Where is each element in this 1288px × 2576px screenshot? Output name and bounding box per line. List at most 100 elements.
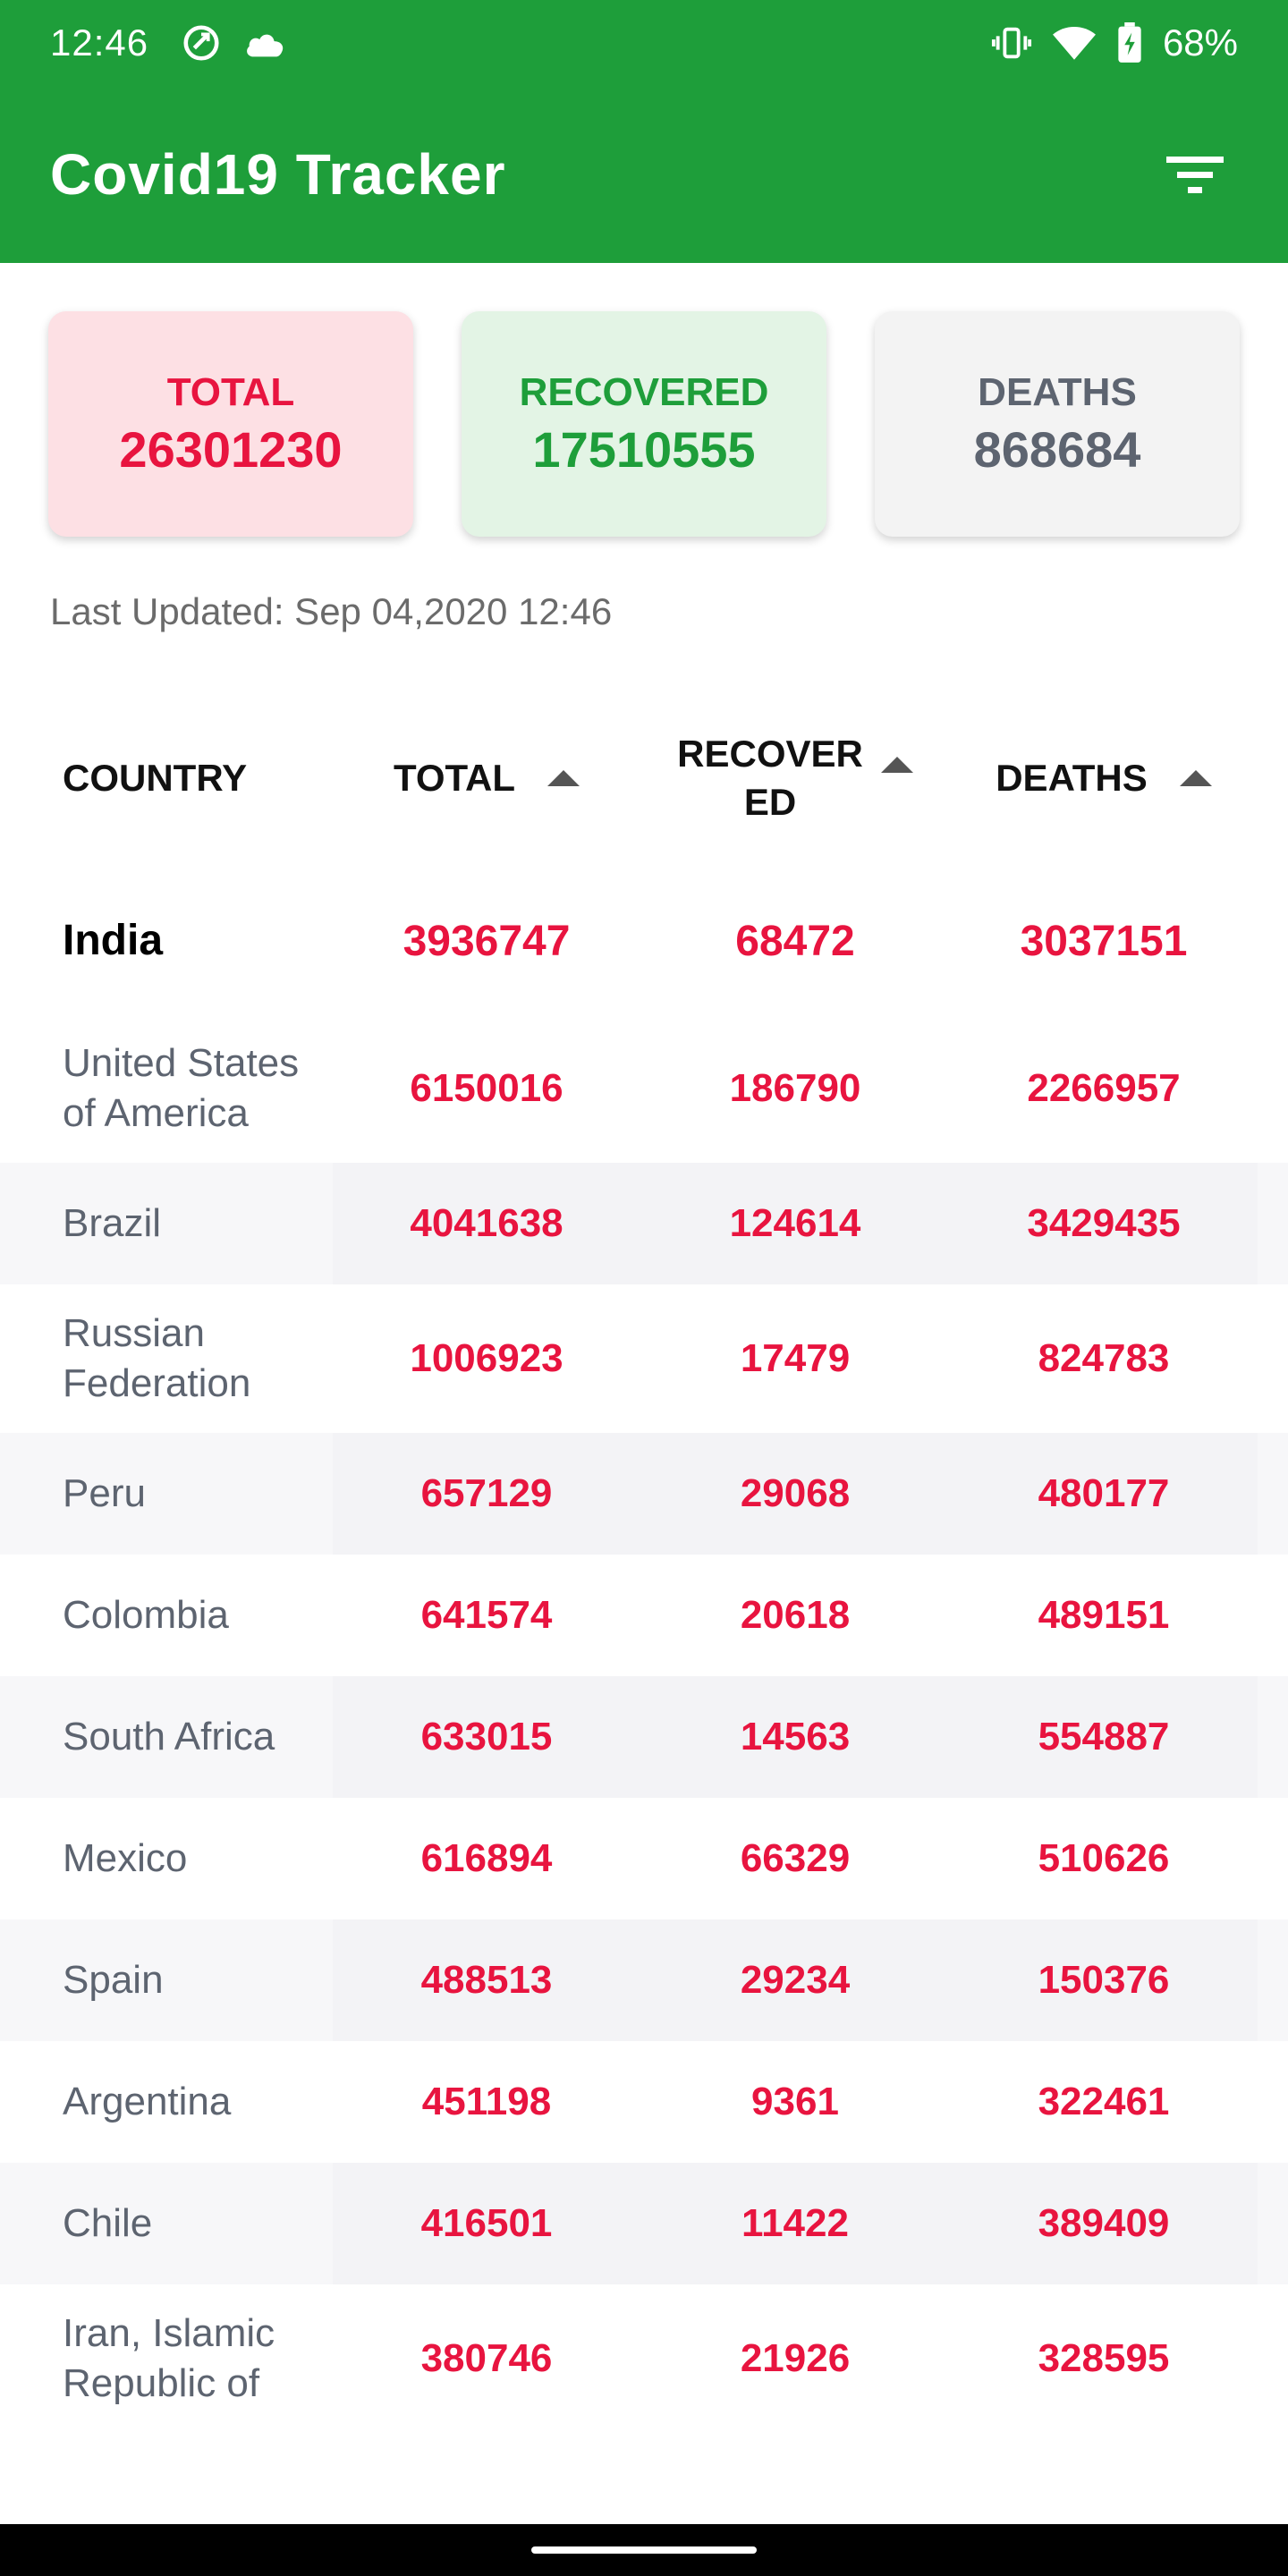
header-recovered[interactable]: RECOVER ED bbox=[640, 689, 950, 868]
deaths-card[interactable]: DEATHS 868684 bbox=[875, 311, 1240, 537]
table-row[interactable]: Peru 657129 29068 480177 bbox=[0, 1433, 1288, 1555]
total-card[interactable]: TOTAL 26301230 bbox=[48, 311, 413, 537]
table-row[interactable]: Spain 488513 29234 150376 bbox=[0, 1919, 1288, 2041]
table-row[interactable]: South Africa 633015 14563 554887 bbox=[0, 1676, 1288, 1798]
deaths-cell: 3037151 bbox=[1020, 917, 1188, 965]
recovered-card-value: 17510555 bbox=[532, 420, 756, 478]
status-time: 12:46 bbox=[50, 21, 149, 64]
filter-button[interactable] bbox=[1152, 131, 1238, 217]
system-nav-bar bbox=[0, 2524, 1288, 2576]
recovered-cell: 68472 bbox=[735, 917, 855, 965]
table-row[interactable]: Russian Federation 1006923 17479 824783 bbox=[0, 1284, 1288, 1433]
table-row[interactable]: Iran, Islamic Republic of 380746 21926 3285… bbox=[0, 2284, 1288, 2433]
app-title: Covid19 Tracker bbox=[50, 142, 506, 207]
table-row[interactable]: Chile 416501 11422 389409 bbox=[0, 2163, 1288, 2284]
vibrate-icon bbox=[991, 27, 1031, 59]
total-cell: 641574 bbox=[420, 1593, 553, 1637]
deaths-cell: 389409 bbox=[950, 2163, 1258, 2284]
recovered-cell: 9361 bbox=[751, 2080, 839, 2123]
header-recovered-line2: ED bbox=[743, 781, 797, 823]
app-bar: Covid19 Tracker bbox=[0, 86, 1288, 263]
country-cell: Brazil bbox=[63, 1201, 162, 1245]
recovered-card[interactable]: RECOVERED 17510555 bbox=[462, 311, 826, 537]
header-country-label: COUNTRY bbox=[63, 757, 248, 799]
deaths-cell: 554887 bbox=[950, 1676, 1258, 1798]
sort-arrow-icon bbox=[880, 757, 913, 773]
recovered-cell: 17479 bbox=[740, 1336, 851, 1380]
header-total[interactable]: TOTAL bbox=[333, 689, 640, 868]
sort-arrow-icon bbox=[547, 770, 580, 786]
country-cell: Colombia bbox=[63, 1593, 229, 1637]
total-card-label: TOTAL bbox=[166, 369, 295, 414]
deaths-cell: 3429435 bbox=[950, 1163, 1258, 1284]
recovered-cell: 66329 bbox=[740, 1836, 851, 1880]
status-left-icons bbox=[181, 22, 288, 64]
sort-arrow-icon bbox=[1179, 770, 1212, 786]
wifi-icon bbox=[1052, 27, 1096, 60]
battery-percent: 68% bbox=[1162, 21, 1238, 64]
country-cell: Chile bbox=[63, 2201, 153, 2245]
country-table: COUNTRY TOTAL RECOVER ED DEATHS India 393… bbox=[0, 689, 1288, 2433]
total-cell: 451198 bbox=[421, 2080, 552, 2123]
deaths-cell: 480177 bbox=[950, 1433, 1258, 1555]
country-cell: Argentina bbox=[63, 2080, 232, 2123]
header-recovered-line1: RECOVER bbox=[677, 733, 863, 775]
deaths-card-value: 868684 bbox=[973, 420, 1141, 478]
deaths-cell: 824783 bbox=[1038, 1336, 1170, 1380]
table-row[interactable]: Mexico 616894 66329 510626 bbox=[0, 1798, 1288, 1919]
total-cell: 4041638 bbox=[333, 1163, 640, 1284]
country-cell: India bbox=[63, 917, 164, 964]
table-row[interactable]: Brazil 4041638 124614 3429435 bbox=[0, 1163, 1288, 1284]
table-row[interactable]: Colombia 641574 20618 489151 bbox=[0, 1555, 1288, 1676]
header-recovered-label: RECOVER ED bbox=[677, 730, 863, 826]
table-header: COUNTRY TOTAL RECOVER ED DEATHS bbox=[0, 689, 1288, 868]
total-card-value: 26301230 bbox=[119, 420, 343, 478]
country-cell: Iran, Islamic Republic of bbox=[63, 2311, 275, 2405]
table-body: India 3936747 68472 3037151 United States of… bbox=[0, 868, 1288, 2433]
header-deaths-label: DEATHS bbox=[996, 757, 1148, 799]
table-row[interactable]: United States of America 6150016 186790 226… bbox=[0, 1014, 1288, 1163]
header-country[interactable]: COUNTRY bbox=[0, 689, 333, 868]
total-cell: 488513 bbox=[333, 1919, 640, 2041]
recovered-cell: 20618 bbox=[740, 1593, 851, 1637]
battery-charging-icon bbox=[1118, 22, 1141, 63]
recovered-cell: 124614 bbox=[640, 1163, 950, 1284]
deaths-cell: 2266957 bbox=[1027, 1066, 1181, 1110]
recovered-cell: 29234 bbox=[640, 1919, 950, 2041]
filter-icon bbox=[1166, 157, 1224, 193]
last-updated: Last Updated: Sep 04,2020 12:46 bbox=[50, 590, 613, 632]
total-cell: 657129 bbox=[333, 1433, 640, 1555]
total-cell: 633015 bbox=[333, 1676, 640, 1798]
recovered-cell: 21926 bbox=[740, 2336, 851, 2380]
deaths-cell: 489151 bbox=[1038, 1593, 1170, 1637]
deaths-cell: 510626 bbox=[1038, 1836, 1170, 1880]
country-cell: Peru bbox=[63, 1471, 146, 1515]
total-cell: 1006923 bbox=[410, 1336, 564, 1380]
home-gesture-handle[interactable] bbox=[531, 2546, 757, 2554]
total-cell: 380746 bbox=[420, 2336, 553, 2380]
recovered-cell: 14563 bbox=[640, 1676, 950, 1798]
deaths-cell: 150376 bbox=[950, 1919, 1258, 2041]
deaths-card-label: DEATHS bbox=[978, 369, 1137, 414]
header-deaths[interactable]: DEATHS bbox=[950, 689, 1258, 868]
total-cell: 416501 bbox=[333, 2163, 640, 2284]
header-total-label: TOTAL bbox=[393, 757, 516, 799]
country-cell: United States of America bbox=[63, 1041, 300, 1135]
total-cell: 6150016 bbox=[410, 1066, 564, 1110]
total-cell: 3936747 bbox=[402, 917, 571, 965]
status-bar: 12:46 68% bbox=[0, 0, 1288, 86]
table-row[interactable]: Argentina 451198 9361 322461 bbox=[0, 2041, 1288, 2163]
summary-cards: TOTAL 26301230 RECOVERED 17510555 DEATHS… bbox=[48, 311, 1240, 537]
deaths-cell: 328595 bbox=[1038, 2336, 1170, 2380]
status-right: 68% bbox=[991, 21, 1238, 64]
recovered-card-label: RECOVERED bbox=[519, 369, 769, 414]
country-cell: Mexico bbox=[63, 1836, 188, 1880]
total-cell: 616894 bbox=[420, 1836, 553, 1880]
data-saver-icon bbox=[183, 25, 219, 61]
table-row[interactable]: India 3936747 68472 3037151 bbox=[0, 868, 1288, 1014]
recovered-cell: 11422 bbox=[640, 2163, 950, 2284]
recovered-cell: 29068 bbox=[640, 1433, 950, 1555]
country-cell: Spain bbox=[63, 1958, 164, 2002]
cloud-icon bbox=[247, 34, 284, 57]
deaths-cell: 322461 bbox=[1038, 2080, 1170, 2123]
